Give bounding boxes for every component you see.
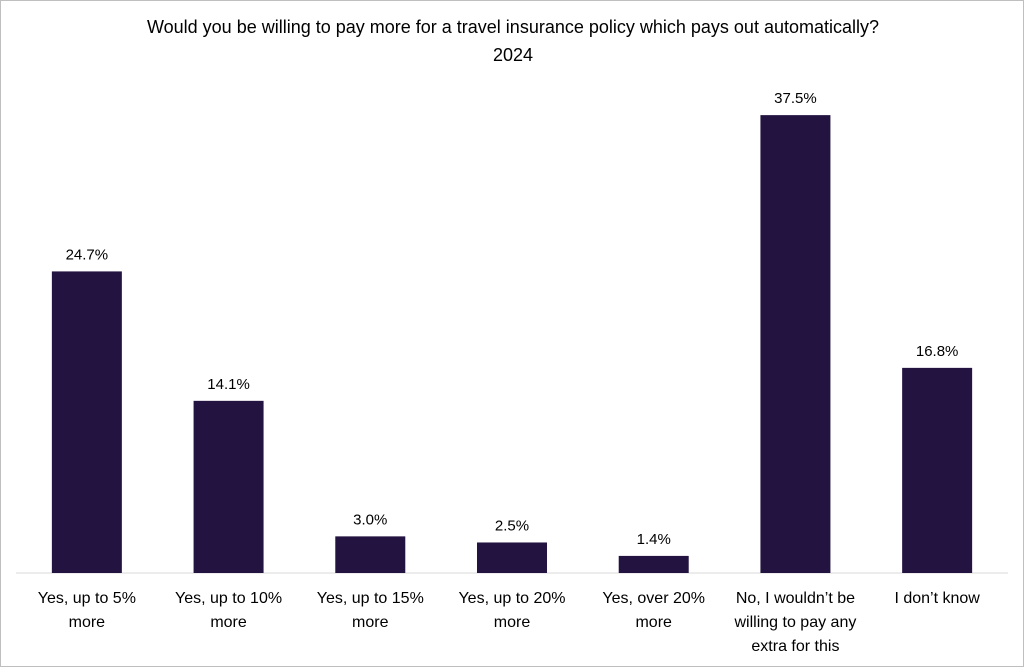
value-label: 14.1%: [207, 376, 250, 393]
value-label: 16.8%: [916, 343, 959, 360]
x-tick-label: Yes, up to 5% more: [37, 590, 136, 631]
value-label: 24.7%: [66, 246, 109, 263]
bar: [193, 400, 264, 573]
x-tick-label: Yes, over 20% more: [602, 590, 705, 631]
value-label: 3.0%: [353, 511, 387, 528]
x-tick-label: Yes, up to 20% more: [458, 590, 566, 631]
value-label: 2.5%: [495, 517, 529, 534]
value-label: 37.5%: [774, 90, 817, 107]
chart-title: Would you be willing to pay more for a t…: [146, 17, 880, 65]
bar: [477, 542, 547, 573]
bar: [51, 271, 122, 573]
x-tick-label: Yes, up to 10% more: [175, 590, 283, 631]
x-tick-label: I don’t know: [894, 590, 980, 607]
bar: [335, 536, 406, 573]
value-label: 1.4%: [637, 531, 671, 548]
bar: [618, 555, 689, 573]
x-tick-label: No, I wouldn’t be willing to pay any ext…: [734, 590, 857, 655]
bar: [760, 115, 831, 573]
x-tick-label: Yes, up to 15% more: [316, 590, 424, 631]
bar: [902, 367, 973, 573]
